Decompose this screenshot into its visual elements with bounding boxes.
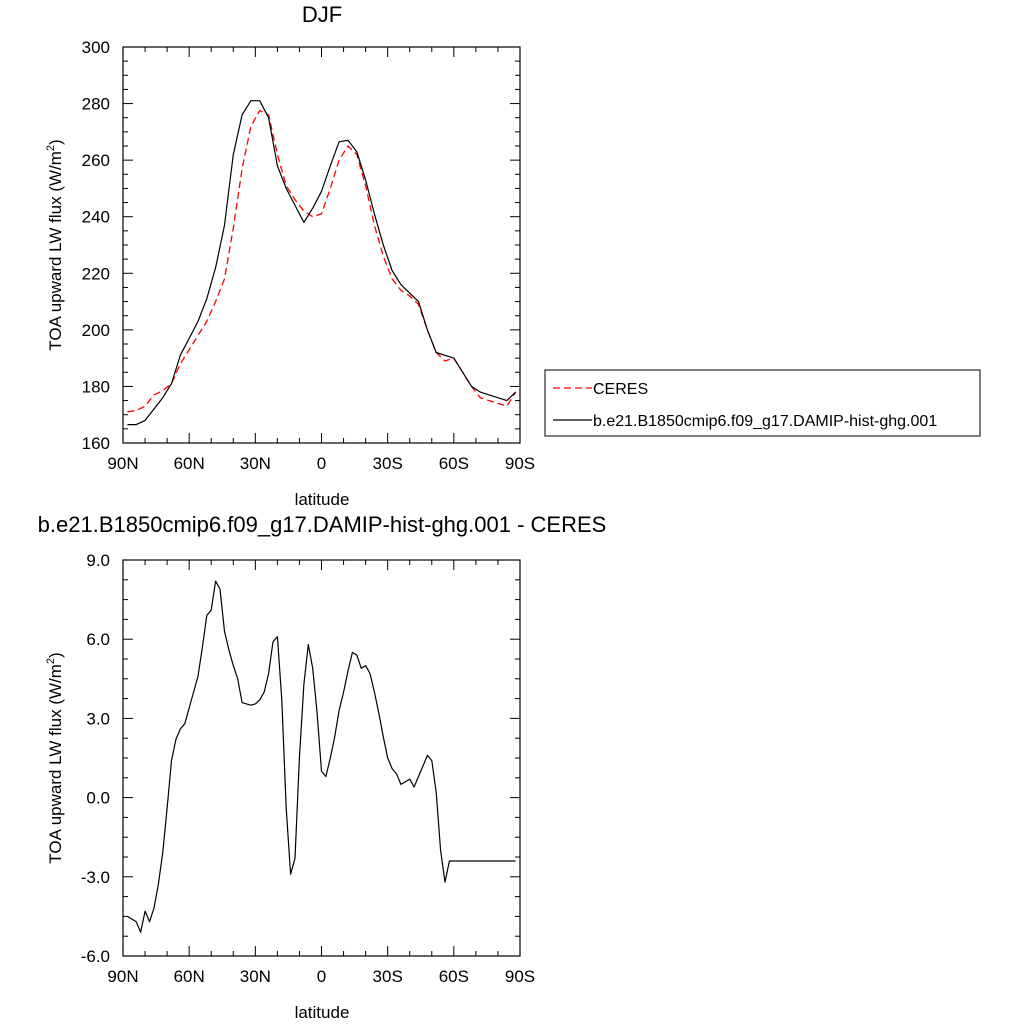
bottom-chart-x-tick-label: 0 <box>317 967 326 986</box>
bottom-chart-y-tick-label: -6.0 <box>81 947 110 966</box>
top-chart-y-tick-label: 260 <box>82 151 110 170</box>
legend-box <box>544 369 981 437</box>
top-chart-y-tick-label: 280 <box>82 95 110 114</box>
top-chart-x-tick-label: 90N <box>107 454 138 473</box>
top-chart-xlabel: latitude <box>295 490 350 509</box>
bottom-chart-y-tick-labels: -6.0 -3.0 0.0 3.0 6.0 9.0 <box>81 551 110 966</box>
top-chart-ylabel-main: TOA upward LW flux (W/m <box>46 151 65 351</box>
bottom-chart-y-tick-label: 3.0 <box>86 709 110 728</box>
bottom-chart-series-line-0 <box>127 580 516 933</box>
top-chart-title: DJF <box>302 2 342 27</box>
top-chart-y-tick-label: 200 <box>82 321 110 340</box>
bottom-chart-y-tick-label: 9.0 <box>86 551 110 570</box>
top-chart-frame <box>122 46 521 444</box>
top-chart-y-tick-label: 180 <box>82 377 110 396</box>
top-chart-y-tick-label: 300 <box>82 38 110 57</box>
top-chart-x-tick-label: 30S <box>373 454 403 473</box>
bottom-chart-y-tick-label: 6.0 <box>86 630 110 649</box>
top-chart-series-line-0 <box>127 109 517 413</box>
top-chart-x-tick-label: 0 <box>317 454 326 473</box>
bottom-chart-ylabel-main: TOA upward LW flux (W/m <box>46 664 65 864</box>
bottom-chart-ylabel-close: ) <box>46 652 65 658</box>
top-chart-x-tick-label: 60N <box>174 454 205 473</box>
bottom-chart-x-tick-labels: 90N 60N 30N 0 30S 60S 90S <box>107 967 535 986</box>
legend-label-model: b.e21.B1850cmip6.f09_g17.DAMIP-hist-ghg.… <box>593 413 937 430</box>
top-chart-y-tick-labels: 160 180 200 220 240 260 280 300 <box>82 38 110 453</box>
bottom-chart-frame <box>122 559 521 957</box>
top-chart-legend: CERES b.e21.B1850cmip6.f09_g17.DAMIP-his… <box>544 369 981 437</box>
top-chart-series-line-1 <box>127 100 517 426</box>
bottom-chart-x-tick-label: 60N <box>174 967 205 986</box>
bottom-chart-x-tick-label: 30N <box>240 967 271 986</box>
top-chart-y-tick-label: 240 <box>82 208 110 227</box>
top-chart-x-tick-label: 60S <box>439 454 469 473</box>
top-chart-ylabel-sup: 2 <box>45 145 57 151</box>
bottom-chart-title: b.e21.B1850cmip6.f09_g17.DAMIP-hist-ghg.… <box>38 512 607 537</box>
bottom-chart-y-tick-label: 0.0 <box>86 789 110 808</box>
top-chart-ylabel-close: ) <box>46 139 65 145</box>
top-chart-x-tick-labels: 90N 60N 30N 0 30S 60S 90S <box>107 454 535 473</box>
top-chart-ticks <box>122 46 521 444</box>
top-chart-series <box>127 100 517 426</box>
top-chart-x-tick-label: 90S <box>505 454 535 473</box>
top-chart: DJF 90N 60N 30N 0 30S 60S 90S 160 180 200 220 240 2… <box>45 2 981 509</box>
top-chart-ylabel: TOA upward LW flux (W/m2) <box>45 139 65 350</box>
top-chart-y-tick-label: 160 <box>82 434 110 453</box>
bottom-chart-x-tick-label: 90N <box>107 967 138 986</box>
bottom-chart-x-tick-label: 90S <box>505 967 535 986</box>
top-chart-x-tick-label: 30N <box>240 454 271 473</box>
bottom-chart: b.e21.B1850cmip6.f09_g17.DAMIP-hist-ghg.… <box>38 512 607 1022</box>
bottom-chart-series <box>127 580 516 933</box>
bottom-chart-x-tick-label: 60S <box>439 967 469 986</box>
bottom-chart-ylabel: TOA upward LW flux (W/m2) <box>45 652 65 863</box>
bottom-chart-ylabel-sup: 2 <box>45 658 57 664</box>
legend-label-ceres: CERES <box>593 381 648 398</box>
bottom-chart-y-tick-label: -3.0 <box>81 868 110 887</box>
bottom-chart-x-tick-label: 30S <box>373 967 403 986</box>
bottom-chart-xlabel: latitude <box>295 1003 350 1022</box>
top-chart-y-tick-label: 220 <box>82 264 110 283</box>
bottom-chart-ticks <box>122 559 521 957</box>
